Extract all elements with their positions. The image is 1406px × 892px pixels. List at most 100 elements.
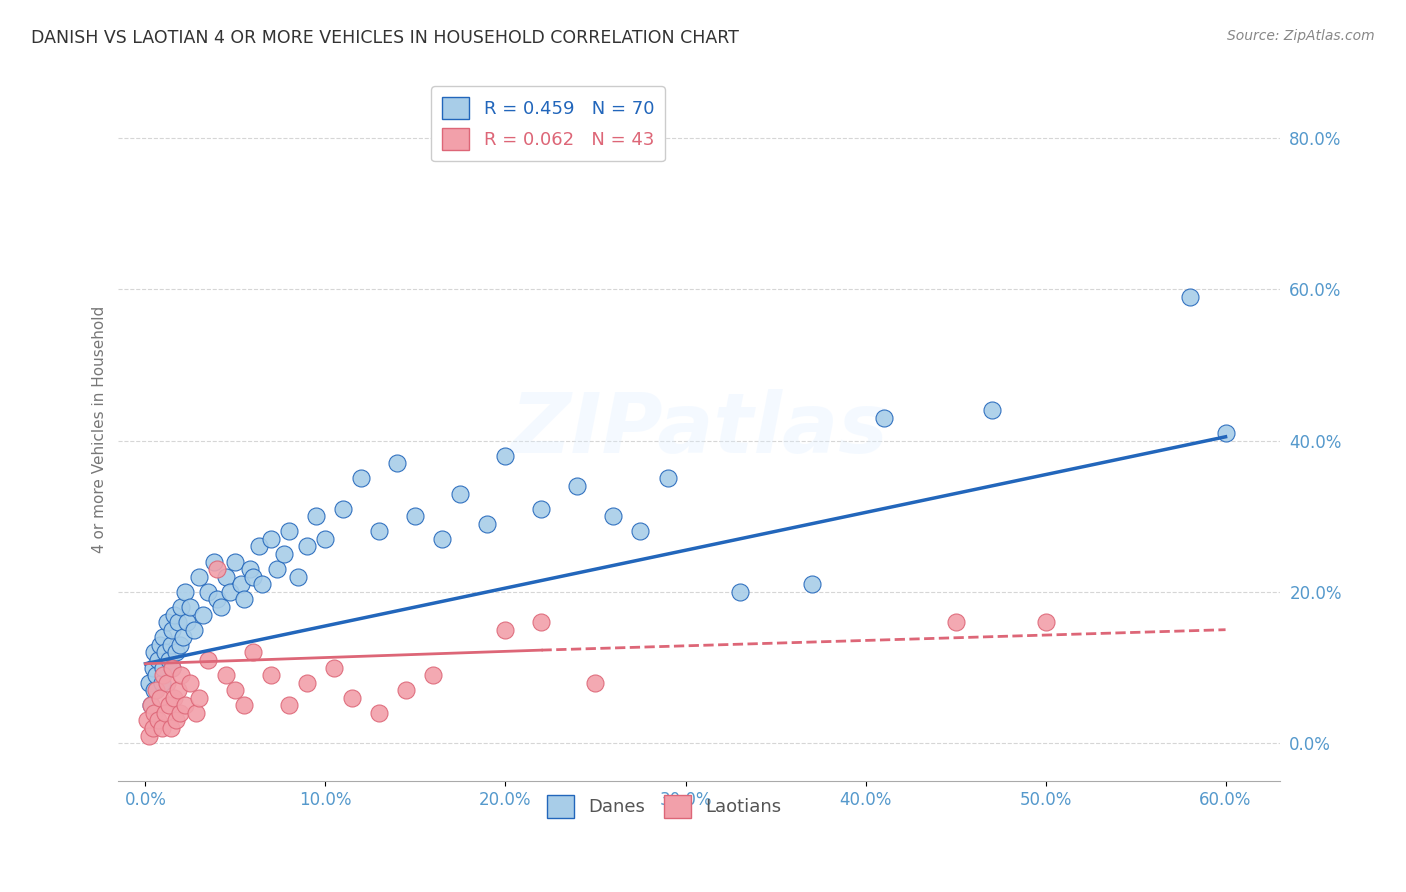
Point bbox=[183, 623, 205, 637]
Point bbox=[368, 706, 391, 720]
Point bbox=[657, 471, 679, 485]
Point bbox=[139, 698, 162, 713]
Point bbox=[197, 585, 219, 599]
Point bbox=[432, 532, 454, 546]
Point bbox=[1215, 425, 1237, 440]
Point bbox=[139, 698, 162, 713]
Point bbox=[224, 555, 246, 569]
Point bbox=[169, 706, 191, 720]
Point bbox=[146, 714, 169, 728]
Point bbox=[142, 721, 165, 735]
Point bbox=[202, 555, 225, 569]
Point bbox=[143, 683, 166, 698]
Point bbox=[342, 690, 364, 705]
Point bbox=[800, 577, 823, 591]
Point bbox=[163, 690, 186, 705]
Text: ZIPatlas: ZIPatlas bbox=[510, 389, 889, 470]
Point bbox=[405, 509, 427, 524]
Point bbox=[368, 524, 391, 539]
Point bbox=[169, 638, 191, 652]
Point bbox=[149, 638, 172, 652]
Point bbox=[297, 540, 319, 554]
Point bbox=[138, 729, 160, 743]
Point bbox=[450, 486, 472, 500]
Point bbox=[872, 410, 894, 425]
Point bbox=[188, 570, 211, 584]
Point bbox=[395, 683, 418, 698]
Point bbox=[233, 698, 256, 713]
Point bbox=[152, 668, 174, 682]
Point bbox=[166, 615, 188, 629]
Point bbox=[278, 698, 301, 713]
Text: Source: ZipAtlas.com: Source: ZipAtlas.com bbox=[1227, 29, 1375, 43]
Point bbox=[585, 675, 607, 690]
Point bbox=[495, 449, 517, 463]
Point bbox=[184, 706, 207, 720]
Point bbox=[162, 623, 184, 637]
Point bbox=[156, 675, 179, 690]
Point bbox=[323, 660, 346, 674]
Point bbox=[166, 683, 188, 698]
Point bbox=[247, 540, 270, 554]
Point bbox=[142, 660, 165, 674]
Point bbox=[162, 660, 184, 674]
Y-axis label: 4 or more Vehicles in Household: 4 or more Vehicles in Household bbox=[93, 306, 107, 553]
Point bbox=[287, 570, 309, 584]
Point bbox=[422, 668, 444, 682]
Point bbox=[728, 585, 751, 599]
Point bbox=[136, 714, 159, 728]
Legend: Danes, Laotians: Danes, Laotians bbox=[540, 789, 789, 825]
Point bbox=[630, 524, 652, 539]
Point bbox=[156, 615, 179, 629]
Point bbox=[207, 562, 229, 576]
Point bbox=[495, 623, 517, 637]
Point bbox=[172, 630, 194, 644]
Point bbox=[165, 714, 187, 728]
Point bbox=[150, 721, 173, 735]
Point bbox=[179, 675, 201, 690]
Point bbox=[239, 562, 262, 576]
Point bbox=[278, 524, 301, 539]
Point bbox=[215, 570, 238, 584]
Point bbox=[145, 683, 167, 698]
Point bbox=[207, 592, 229, 607]
Point bbox=[155, 706, 177, 720]
Point bbox=[146, 653, 169, 667]
Point bbox=[170, 599, 193, 614]
Point bbox=[224, 683, 246, 698]
Point bbox=[179, 599, 201, 614]
Point bbox=[162, 660, 184, 674]
Point bbox=[188, 690, 211, 705]
Point bbox=[174, 698, 197, 713]
Point bbox=[197, 653, 219, 667]
Point bbox=[157, 653, 180, 667]
Point bbox=[297, 675, 319, 690]
Point bbox=[242, 570, 264, 584]
Point bbox=[138, 675, 160, 690]
Point bbox=[145, 668, 167, 682]
Point bbox=[980, 403, 1002, 417]
Point bbox=[149, 690, 172, 705]
Point bbox=[530, 615, 553, 629]
Point bbox=[209, 599, 232, 614]
Point bbox=[176, 615, 198, 629]
Point bbox=[215, 668, 238, 682]
Point bbox=[567, 479, 589, 493]
Point bbox=[1178, 290, 1201, 304]
Text: DANISH VS LAOTIAN 4 OR MORE VEHICLES IN HOUSEHOLD CORRELATION CHART: DANISH VS LAOTIAN 4 OR MORE VEHICLES IN … bbox=[31, 29, 738, 46]
Point bbox=[191, 607, 214, 622]
Point bbox=[152, 660, 174, 674]
Point bbox=[165, 645, 187, 659]
Point bbox=[305, 509, 328, 524]
Point bbox=[157, 698, 180, 713]
Point bbox=[260, 668, 283, 682]
Point bbox=[159, 721, 181, 735]
Point bbox=[150, 675, 173, 690]
Point bbox=[945, 615, 967, 629]
Point bbox=[266, 562, 288, 576]
Point bbox=[219, 585, 242, 599]
Point bbox=[233, 592, 256, 607]
Point bbox=[155, 645, 177, 659]
Point bbox=[229, 577, 252, 591]
Point bbox=[170, 668, 193, 682]
